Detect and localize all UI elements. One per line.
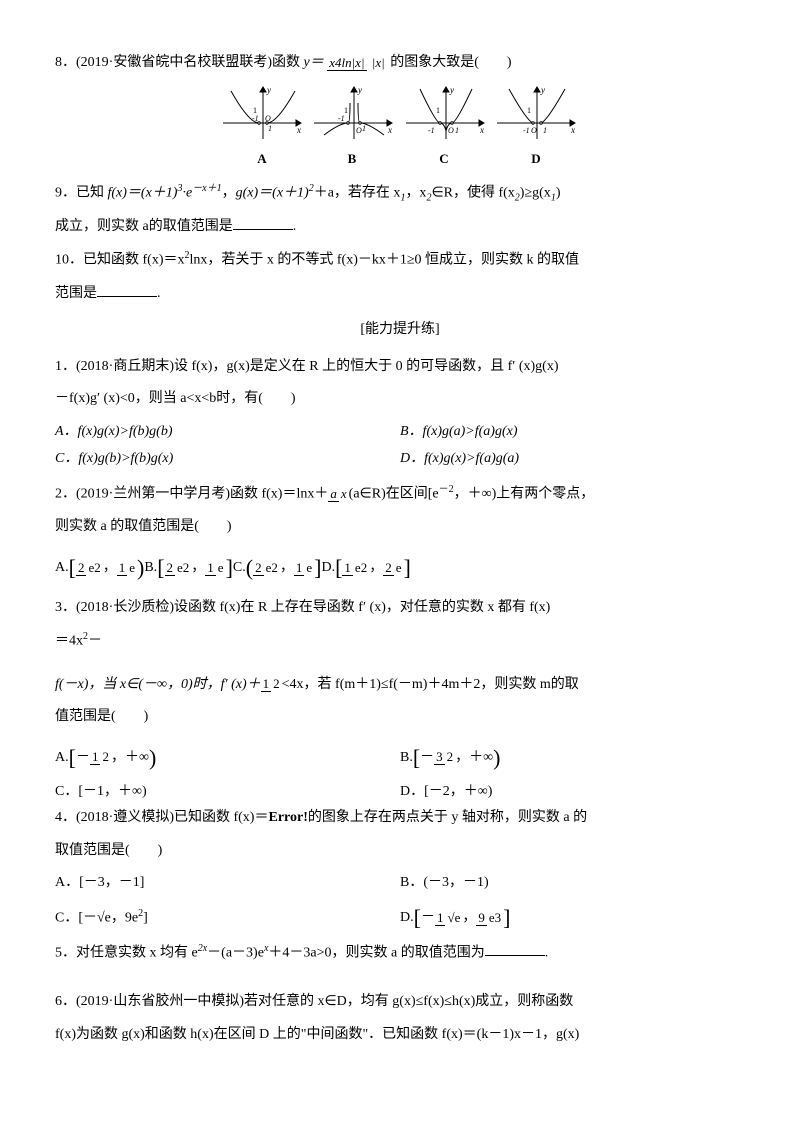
problem-1-line2: －f(x)g′ (x)<0，则当 a<x<b时，有( ): [55, 386, 745, 413]
fig-a: -1 1 O y x 1: [219, 83, 307, 147]
q8-eq: y＝: [304, 55, 324, 70]
p1-d: D．f(x)g(x)>f(a)g(a): [400, 451, 519, 466]
p3-a: A.[－12，＋∞): [55, 737, 400, 779]
p2-opts: A.[2e2，1e)B.[2e2，1e]C.(2e2，1e]D.[1e2，2e]: [55, 547, 745, 589]
p2-frac: ax: [328, 487, 348, 501]
fig-c: -1 1 O y x 1: [402, 83, 490, 147]
fig-label-d: D: [490, 147, 582, 172]
q8-figures: -1 1 O y x 1 -1 1 O y x 1 -1: [55, 83, 745, 172]
section-title: [能力提升练]: [55, 317, 745, 344]
svg-text:1: 1: [527, 106, 531, 115]
question-8: 8．(2019·安徽省皖中名校联盟联考)函数 y＝ x4ln|x| |x| 的图…: [55, 50, 745, 77]
svg-text:x: x: [296, 125, 301, 135]
p2-d: D.[1e2，2e]: [321, 560, 410, 575]
problem-6: 6．(2019·山东省胶州一中模拟)若对任意的 x∈D，均有 g(x)≤f(x)…: [55, 989, 745, 1016]
q8-src: (2019·安徽省皖中名校联盟联考)函数: [76, 55, 304, 70]
p4-opts-row1: A．[－3，－1] B．(－3，－1): [55, 870, 745, 897]
p1-opts-row1: A．f(x)g(x)>f(b)g(b) B．f(x)g(a)>f(a)g(x): [55, 419, 745, 446]
fig-d: -1 1 O y x 1: [493, 83, 581, 147]
p4-c: C．[－√e，9e2]: [55, 904, 400, 932]
svg-text:-1: -1: [523, 126, 530, 135]
problem-2: 2．(2019·兰州第一中学月考)函数 f(x)＝lnx＋ax(a∈R)在区间[…: [55, 480, 745, 508]
fig-b: -1 1 O y x 1: [310, 83, 398, 147]
blank: [485, 941, 545, 956]
p2-b: B.[2e2，1e]: [144, 560, 233, 575]
p3-d: D．[－2，＋∞): [400, 779, 745, 806]
svg-text:1: 1: [344, 106, 348, 115]
svg-text:O: O: [356, 126, 362, 135]
fig-label-b: B: [306, 147, 398, 172]
p2-c: C.(2e2，1e]: [233, 560, 322, 575]
problem-4: 4．(2018·遵义模拟)已知函数 f(x)＝Error!的图象上存在两点关于 …: [55, 805, 745, 832]
blank: [233, 215, 293, 230]
p3-b: B.[－32，＋∞): [400, 737, 745, 779]
p2-a: A.[2e2，1e): [55, 560, 144, 575]
question-9-line2: 成立，则实数 a的取值范围是.: [55, 214, 745, 241]
blank: [97, 282, 157, 297]
svg-text:1: 1: [362, 124, 366, 133]
q8-frac: x4ln|x| |x|: [327, 56, 386, 70]
problem-3: 3．(2018·长沙质检)设函数 f(x)在 R 上存在导函数 f′ (x)，对…: [55, 595, 745, 622]
svg-text:1: 1: [436, 106, 440, 115]
svg-text:1: 1: [455, 126, 459, 135]
p3-c: C．[－1，＋∞): [55, 779, 400, 806]
svg-text:y: y: [357, 85, 362, 95]
svg-text:x: x: [387, 125, 392, 135]
p3-opts-row1: A.[－12，＋∞) B.[－32，＋∞): [55, 737, 745, 779]
problem-3-line4: 值范围是( ): [55, 704, 745, 731]
svg-text:1: 1: [268, 124, 272, 133]
question-10: 10．已知函数 f(x)＝x2lnx，若关于 x 的不等式 f(x)－kx＋1≥…: [55, 246, 745, 274]
p4-b: B．(－3，－1): [400, 870, 745, 897]
p3-opts-row2: C．[－1，＋∞) D．[－2，＋∞): [55, 779, 745, 806]
p1-b: B．f(x)g(a)>f(a)g(x): [400, 424, 518, 439]
p1-a: A．f(x)g(x)>f(b)g(b): [55, 424, 173, 439]
p1-opts-row2: C．f(x)g(b)>f(b)g(x) D．f(x)g(x)>f(a)g(a): [55, 446, 745, 473]
fig-label-c: C: [398, 147, 490, 172]
q8-num: 8．: [55, 55, 76, 70]
question-9: 9．已知 f(x)＝(x＋1)3·e－x＋1，g(x)＝(x＋1)2＋a，若存在…: [55, 179, 745, 207]
svg-text:x: x: [479, 125, 484, 135]
svg-text:x: x: [570, 125, 575, 135]
problem-6-line2: f(x)为函数 g(x)和函数 h(x)在区间 D 上的"中间函数"．已知函数 …: [55, 1022, 745, 1049]
p4-opts-row2: C．[－√e，9e2] D.[－1√e，9e3]: [55, 897, 745, 939]
svg-text:-1: -1: [252, 114, 259, 123]
svg-text:1: 1: [543, 126, 547, 135]
svg-text:O: O: [531, 126, 537, 135]
problem-2-line2: 则实数 a 的取值范围是( ): [55, 514, 745, 541]
svg-text:y: y: [266, 85, 271, 95]
problem-3-line3: f(－x)，当 x∈(－∞，0)时，f′ (x)＋12<4x，若 f(m＋1)≤…: [55, 672, 745, 699]
svg-text:-1: -1: [338, 114, 345, 123]
svg-text:y: y: [540, 85, 545, 95]
fig-label-a: A: [218, 147, 306, 172]
q8-tail: 的图象大致是( ): [387, 55, 512, 70]
problem-5: 5．对任意实数 x 均有 e2x－(a－3)ex＋4－3a>0，则实数 a 的取…: [55, 939, 745, 967]
p1-c: C．f(x)g(b)>f(b)g(x): [55, 451, 173, 466]
problem-1: 1．(2018·商丘期末)设 f(x)，g(x)是定义在 R 上的恒大于 0 的…: [55, 354, 745, 381]
problem-3-line2: ＝4x2－: [55, 627, 745, 655]
svg-text:-1: -1: [428, 126, 435, 135]
p4-d: D.[－1√e，9e3]: [400, 897, 745, 939]
question-10-line2: 范围是.: [55, 281, 745, 308]
svg-text:O: O: [265, 114, 271, 123]
svg-text:O: O: [448, 126, 454, 135]
p4-a: A．[－3，－1]: [55, 870, 400, 897]
svg-text:y: y: [449, 85, 454, 95]
svg-text:1: 1: [253, 106, 257, 115]
problem-4-line2: 取值范围是( ): [55, 838, 745, 865]
